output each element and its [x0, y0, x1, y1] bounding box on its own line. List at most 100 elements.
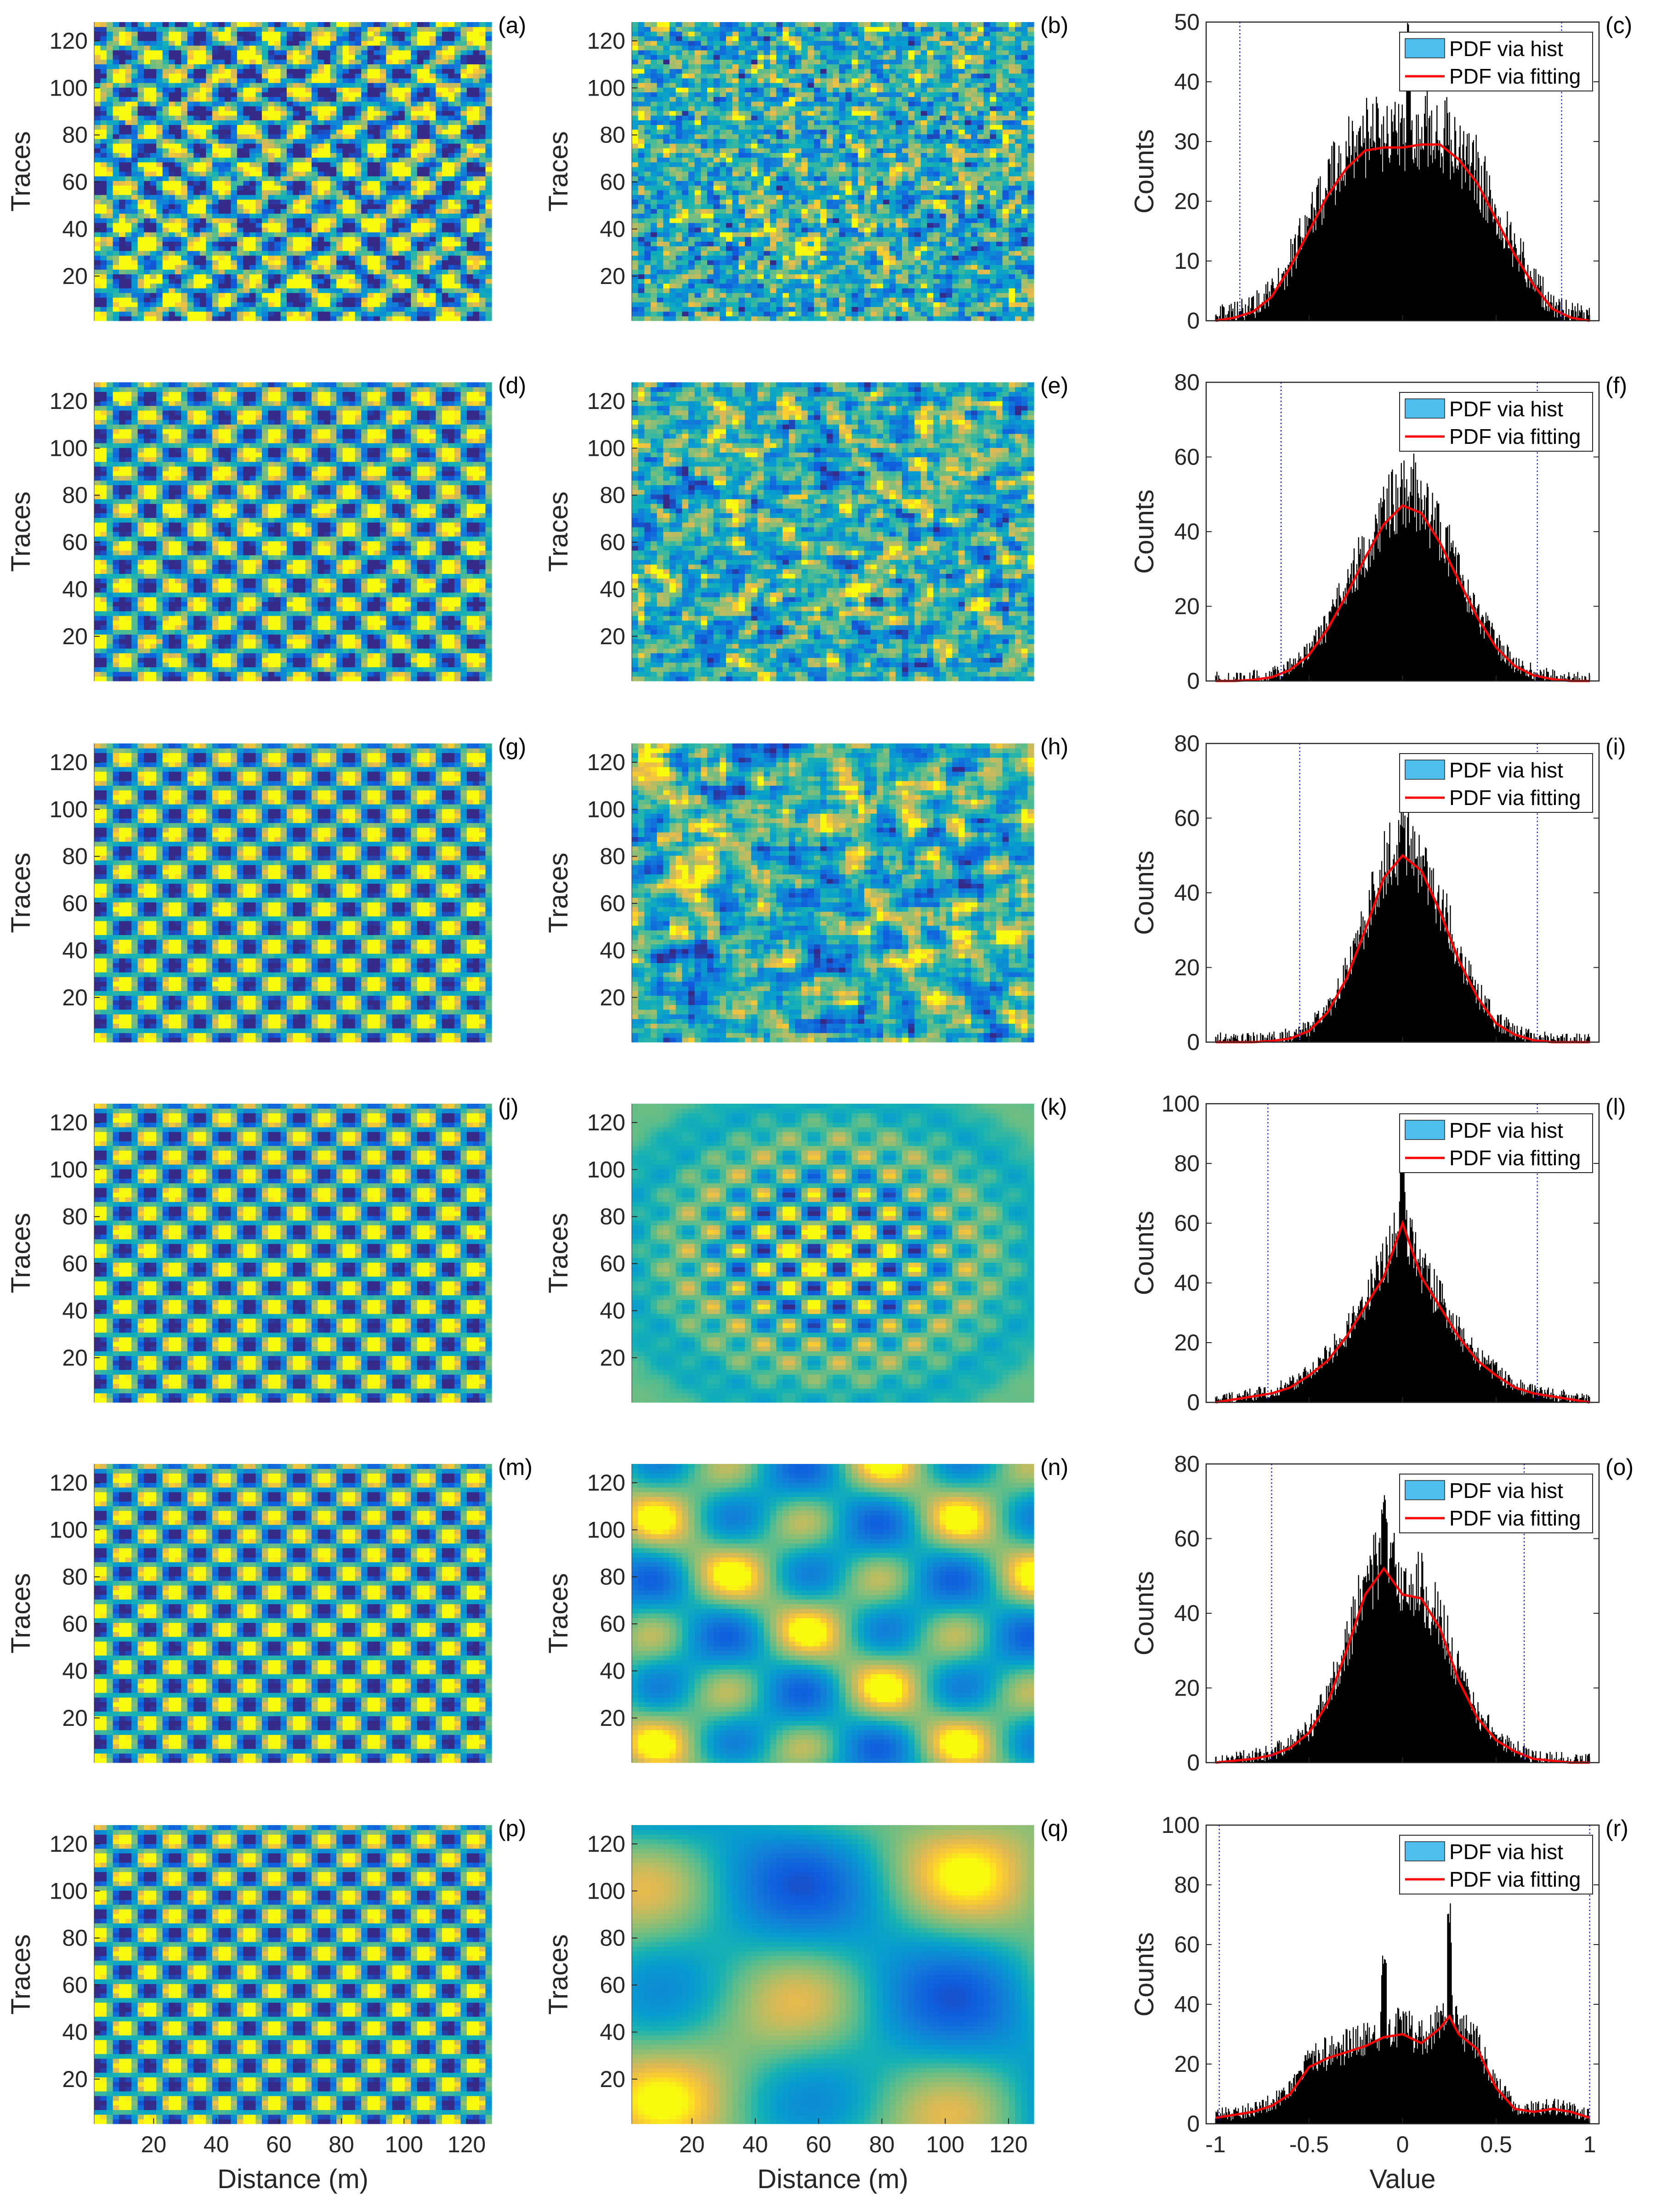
heatmap-cell: [386, 279, 392, 284]
heatmap-cell: [460, 260, 467, 265]
heatmap-cell: [200, 274, 206, 279]
heatmap-cell: [101, 284, 107, 289]
heatmap-cell: [94, 241, 101, 246]
heatmap-cell: [156, 246, 163, 251]
heatmap-cell: [107, 316, 113, 321]
heatmap-cell: [343, 237, 349, 242]
heatmap-cell: [163, 307, 169, 312]
heatmap-cell: [125, 269, 132, 274]
heatmap-cell: [107, 255, 113, 261]
heatmap-cell: [94, 307, 101, 312]
heatmap-cell: [131, 312, 138, 317]
heatmap-cell: [355, 312, 362, 317]
heatmap-cell: [398, 269, 405, 274]
heatmap-cell: [436, 288, 442, 293]
heatmap-cell: [312, 251, 318, 256]
heatmap-cell: [361, 312, 368, 317]
heatmap-cell: [448, 241, 454, 246]
heatmap-cell: [225, 255, 231, 261]
heatmap-cell: [448, 260, 454, 265]
heatmap-cell: [374, 265, 380, 270]
heatmap-cell: [318, 284, 324, 289]
heatmap-cell: [312, 274, 318, 279]
heatmap-cell: [349, 241, 355, 246]
heatmap-cell: [125, 288, 132, 293]
heatmap-cell: [274, 255, 281, 261]
heatmap-cell: [299, 284, 306, 289]
heatmap-cell: [417, 279, 424, 284]
heatmap-cell: [206, 269, 212, 274]
heatmap-cell: [368, 316, 374, 321]
heatmap-cell: [442, 265, 448, 270]
heatmap-cell: [361, 255, 368, 261]
heatmap-cell: [125, 274, 132, 279]
heatmap-cell: [460, 284, 467, 289]
heatmap-cell: [374, 279, 380, 284]
heatmap-cell: [448, 316, 454, 321]
heatmap-cell: [181, 232, 187, 237]
heatmap-cell: [243, 297, 250, 302]
heatmap-cell: [442, 241, 448, 246]
heatmap-cell: [169, 284, 175, 289]
heatmap-cell: [144, 237, 150, 242]
heatmap-cell: [436, 274, 442, 279]
heatmap-cell: [175, 284, 181, 289]
heatmap-cell: [280, 279, 287, 284]
heatmap-cell: [138, 316, 144, 321]
heatmap-cell: [436, 265, 442, 270]
heatmap-cell: [306, 241, 312, 246]
heatmap-cell: [392, 302, 399, 307]
heatmap-cell: [250, 241, 256, 246]
heatmap-cell: [237, 279, 244, 284]
heatmap-cell: [255, 312, 262, 317]
heatmap-cell: [430, 246, 436, 251]
heatmap-cell: [454, 288, 461, 293]
heatmap-cell: [473, 288, 479, 293]
heatmap-cell: [361, 297, 368, 302]
heatmap-cell: [193, 265, 200, 270]
heatmap-cell: [138, 307, 144, 312]
heatmap-cell: [125, 307, 132, 312]
heatmap-cell: [355, 237, 362, 242]
heatmap-cell: [107, 279, 113, 284]
heatmap-cell: [231, 312, 237, 317]
heatmap-cell: [169, 274, 175, 279]
heatmap-cell: [355, 260, 362, 265]
heatmap-cell: [169, 316, 175, 321]
heatmap-cell: [460, 274, 467, 279]
heatmap-cell: [398, 241, 405, 246]
heatmap-cell: [436, 297, 442, 302]
heatmap-cell: [442, 274, 448, 279]
heatmap-cell: [243, 269, 250, 274]
heatmap-cell: [231, 316, 237, 321]
heatmap-cell: [442, 288, 448, 293]
heatmap-cell: [101, 251, 107, 256]
heatmap-cell: [212, 307, 219, 312]
heatmap-cell: [448, 284, 454, 289]
heatmap-cell: [287, 251, 293, 256]
heatmap-cell: [479, 307, 486, 312]
heatmap-cell: [119, 241, 125, 246]
heatmap-cell: [94, 265, 101, 270]
heatmap-cell: [156, 302, 163, 307]
heatmap-cell: [280, 241, 287, 246]
heatmap-cell: [436, 312, 442, 317]
heatmap-cell: [287, 269, 293, 274]
heatmap-cell: [138, 293, 144, 298]
heatmap-cell: [299, 246, 306, 251]
heatmap-cell: [144, 265, 150, 270]
heatmap-cell: [193, 241, 200, 246]
heatmap-cell: [374, 241, 380, 246]
heatmap-cell: [193, 284, 200, 289]
heatmap-cell: [293, 251, 300, 256]
heatmap-cell: [349, 297, 355, 302]
heatmap-cell: [231, 255, 237, 261]
heatmap-cell: [250, 293, 256, 298]
heatmap-cell: [386, 265, 392, 270]
heatmap-cell: [287, 288, 293, 293]
heatmap-cell: [330, 307, 337, 312]
heatmap-cell: [417, 237, 424, 242]
heatmap-cell: [119, 297, 125, 302]
heatmap-cell: [361, 241, 368, 246]
